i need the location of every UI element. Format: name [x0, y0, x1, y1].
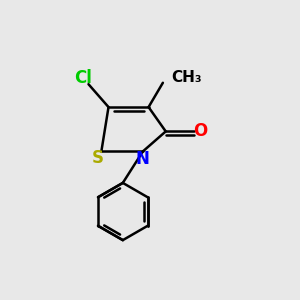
- Text: O: O: [194, 122, 208, 140]
- Text: N: N: [136, 150, 150, 168]
- Text: S: S: [92, 149, 104, 167]
- Text: Cl: Cl: [74, 69, 92, 87]
- Text: CH₃: CH₃: [172, 70, 202, 85]
